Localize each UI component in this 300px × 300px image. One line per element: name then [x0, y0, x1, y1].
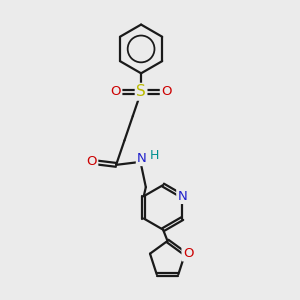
Text: O: O: [183, 247, 193, 260]
Text: N: N: [137, 152, 147, 165]
Text: H: H: [150, 149, 159, 162]
Text: O: O: [161, 85, 172, 98]
Text: S: S: [136, 84, 146, 99]
Text: N: N: [178, 190, 187, 203]
Text: O: O: [86, 155, 97, 168]
Text: O: O: [111, 85, 121, 98]
